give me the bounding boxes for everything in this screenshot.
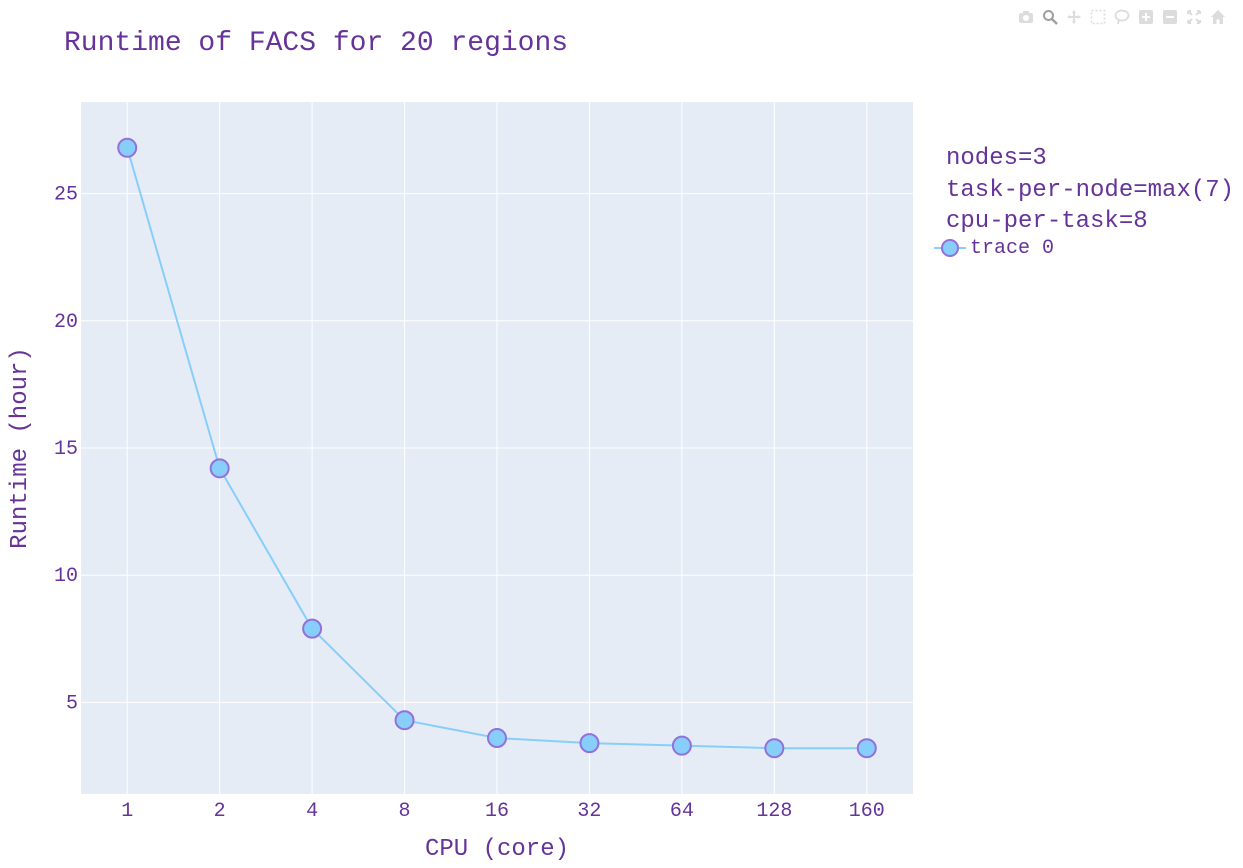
- y-tick-label: 15: [54, 438, 78, 461]
- chart-svg: 5 10 15 20 25 1 2 4 8 16 32 64 128 160 CPU (core) Ru…: [7, 102, 913, 863]
- camera-icon[interactable]: [1017, 8, 1035, 26]
- data-point[interactable]: [671, 735, 692, 756]
- legend-item-label: trace 0: [970, 236, 1055, 260]
- y-tick-labels: 5 10 15 20 25: [54, 184, 78, 716]
- data-point[interactable]: [302, 618, 323, 639]
- x-tick-label: 160: [849, 800, 885, 823]
- x-tick-label: 4: [306, 800, 318, 823]
- data-point[interactable]: [856, 738, 877, 759]
- x-tick-labels: 1 2 4 8 16 32 64 128 160: [121, 800, 885, 823]
- home-icon[interactable]: [1209, 8, 1227, 26]
- zoom-out-icon[interactable]: [1161, 8, 1179, 26]
- y-axis-title: Runtime (hour): [7, 347, 34, 549]
- x-tick-label: 2: [214, 800, 226, 823]
- x-tick-label: 1: [121, 800, 133, 823]
- pan-icon[interactable]: [1065, 8, 1083, 26]
- modebar: [1017, 8, 1227, 26]
- zoom-icon[interactable]: [1041, 8, 1059, 26]
- legend-title: nodes=3 task-per-node=max(7) cpu-per-tas…: [946, 143, 1234, 238]
- x-axis-title: CPU (core): [425, 836, 569, 863]
- data-point[interactable]: [487, 728, 507, 749]
- data-point[interactable]: [394, 710, 415, 731]
- y-tick-label: 20: [54, 311, 78, 334]
- legend-title-line: task-per-node=max(7): [946, 176, 1235, 204]
- legend-item-trace-0[interactable]: trace 0: [934, 235, 1054, 261]
- data-point[interactable]: [117, 137, 138, 158]
- data-point[interactable]: [579, 733, 600, 754]
- y-tick-label: 5: [66, 692, 78, 715]
- x-tick-label: 64: [670, 800, 694, 823]
- gridlines: [81, 102, 913, 794]
- data-point[interactable]: [764, 738, 785, 759]
- lasso-icon[interactable]: [1113, 8, 1131, 26]
- data-point[interactable]: [209, 458, 230, 479]
- x-tick-label: 8: [399, 800, 411, 823]
- y-tick-label: 25: [54, 184, 78, 207]
- legend-title-line: nodes=3: [946, 145, 1047, 172]
- chart-title: Runtime of FACS for 20 regions: [64, 28, 569, 59]
- x-tick-label: 128: [756, 800, 792, 823]
- box-select-icon[interactable]: [1089, 8, 1107, 26]
- series-trace-0: [117, 137, 877, 759]
- legend-swatch: [934, 239, 966, 257]
- autoscale-icon[interactable]: [1185, 8, 1203, 26]
- zoom-in-icon[interactable]: [1137, 8, 1155, 26]
- x-tick-label: 16: [485, 800, 509, 823]
- x-tick-label: 32: [577, 800, 601, 823]
- y-tick-label: 10: [54, 565, 78, 588]
- legend-title-line: cpu-per-task=8: [946, 208, 1148, 235]
